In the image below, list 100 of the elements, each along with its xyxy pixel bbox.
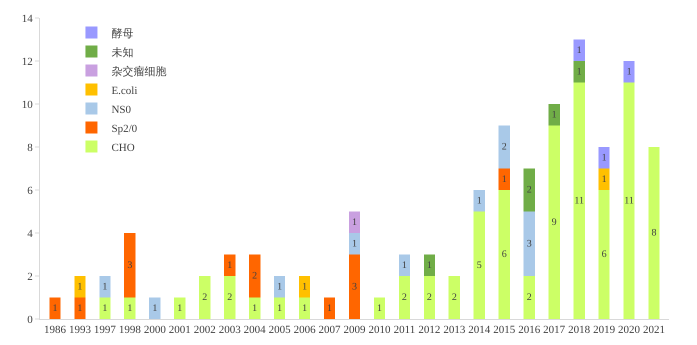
x-tick-label: 2001: [168, 324, 191, 336]
data-label: 1: [277, 281, 282, 292]
bar: [398, 276, 410, 319]
bar: [598, 168, 610, 190]
data-label: 1: [252, 302, 258, 314]
bar: [498, 126, 510, 168]
legend-label: CHO: [111, 142, 135, 154]
data-label: 2: [452, 292, 457, 303]
x-tick-label: 2011: [394, 324, 416, 336]
y-tick-label: 14: [22, 12, 34, 25]
bar: [524, 276, 535, 319]
bar: [224, 254, 236, 276]
data-label: 1: [102, 302, 108, 314]
bar: [99, 276, 111, 298]
data-label: 2: [526, 292, 532, 303]
bar: [524, 168, 535, 212]
x-tick-label: 1997: [94, 324, 116, 336]
bar: [374, 298, 386, 319]
data-label: 1: [426, 260, 432, 271]
bar: [598, 147, 610, 168]
data-label: 1: [352, 238, 357, 250]
bar: [49, 298, 61, 319]
x-tick-label: 2013: [443, 324, 466, 336]
data-label: 1: [77, 281, 82, 292]
x-tick-label: 1986: [44, 324, 66, 336]
data-label: 1: [352, 216, 357, 228]
bar: [648, 147, 660, 319]
data-label: 1: [376, 302, 382, 314]
data-label: 2: [502, 142, 507, 152]
data-label: 8: [652, 228, 657, 238]
data-label: 5: [476, 260, 482, 271]
data-label: 1: [52, 302, 58, 314]
y-tick-label: 2: [27, 270, 33, 283]
data-label: 9: [552, 216, 557, 228]
x-tick-label: 2003: [218, 324, 242, 336]
x-tick-label: 2017: [543, 324, 566, 336]
legend-label: 未知: [111, 46, 134, 59]
data-label: 2: [426, 292, 432, 303]
x-tick-label: 1993: [68, 324, 92, 336]
x-tick-label: 2000: [144, 324, 166, 336]
bar: [124, 298, 136, 319]
bar: [249, 254, 260, 298]
data-label: 11: [574, 195, 584, 206]
x-tick-label: 2019: [593, 324, 616, 336]
bar: [224, 276, 236, 319]
data-label: 11: [624, 195, 634, 206]
bar: [74, 276, 86, 298]
data-label: 1: [502, 174, 507, 185]
bar: [274, 298, 286, 319]
data-label: 3: [127, 260, 132, 271]
y-tick-label: 10: [22, 98, 34, 111]
x-tick-label: 2012: [418, 324, 440, 336]
bar: [498, 168, 510, 190]
x-tick-label: 2014: [468, 324, 491, 336]
bar: [574, 61, 585, 82]
bar: [124, 233, 136, 298]
x-tick-label: 2002: [194, 324, 216, 336]
x-tick-label: 2007: [318, 324, 342, 336]
x-tick-label: 2009: [344, 324, 366, 336]
bar: [448, 276, 460, 319]
bar: [298, 276, 310, 298]
bar: [99, 298, 111, 319]
x-tick-label: 2004: [244, 324, 266, 336]
y-tick-label: 0: [27, 314, 34, 326]
bar: [74, 298, 86, 319]
bar: [424, 254, 435, 276]
x-tick-label: 2016: [518, 324, 541, 336]
data-label: 3: [526, 238, 532, 250]
x-tick-label: 2021: [643, 324, 666, 336]
bar: [274, 276, 286, 298]
bar: [574, 40, 585, 61]
legend-label: 杂交瘤细胞: [111, 64, 166, 78]
legend-label: Sp2/0: [111, 122, 138, 135]
data-label: 1: [302, 281, 308, 292]
data-label: 1: [626, 66, 632, 78]
data-label: 1: [102, 281, 108, 292]
bar: [474, 212, 485, 319]
data-label: 1: [576, 44, 582, 56]
legend-label: E.coli: [111, 84, 138, 97]
data-label: 1: [127, 302, 132, 314]
data-label: 1: [327, 302, 332, 314]
data-label: 1: [227, 260, 232, 271]
data-label: 1: [602, 174, 607, 185]
bar: [348, 212, 360, 233]
legend-label: NS0: [111, 104, 132, 116]
data-label: 1: [476, 195, 482, 206]
data-label: 1: [152, 302, 158, 314]
data-label: 1: [302, 302, 308, 314]
data-label: 2: [526, 184, 532, 196]
bar: [574, 82, 585, 319]
bar: [548, 126, 560, 319]
x-tick-label: 2020: [618, 324, 641, 336]
bar: [498, 190, 510, 319]
bar: [298, 298, 310, 319]
data-label: 1: [77, 302, 82, 314]
bar: [249, 298, 260, 319]
bar: [348, 254, 360, 319]
x-tick-label: 2006: [294, 324, 316, 336]
x-tick-label: 2018: [568, 324, 591, 336]
bar: [149, 298, 160, 319]
